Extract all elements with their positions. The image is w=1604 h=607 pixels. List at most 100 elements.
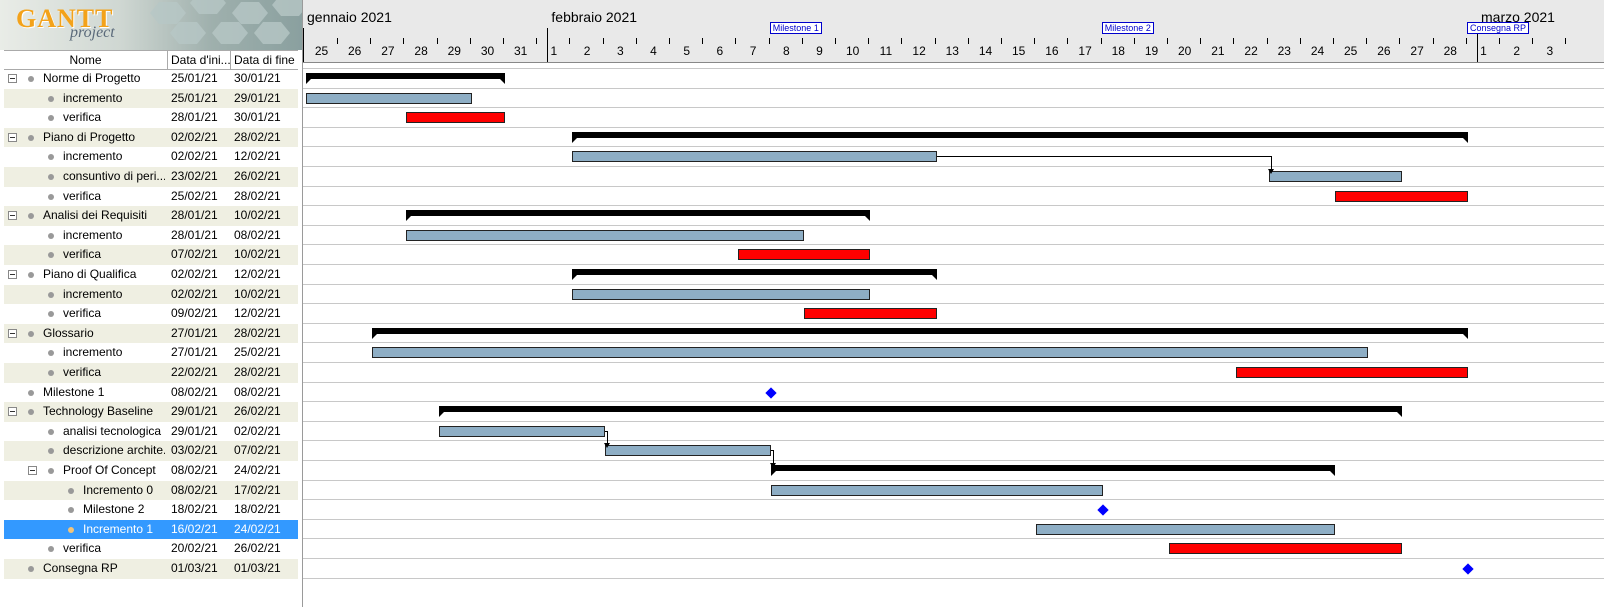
summary-task-bar[interactable] [571, 131, 1469, 143]
task-bar[interactable] [604, 445, 771, 457]
summary-task-bar[interactable] [571, 269, 937, 280]
milestone-header-flag[interactable]: Consegna RP [1467, 22, 1530, 34]
table-row[interactable]: incremento 02/02/21 10/02/21 [4, 284, 298, 305]
task-name[interactable]: Milestone 2 [83, 502, 145, 517]
summary-task-bar[interactable] [405, 210, 871, 222]
task-bar[interactable] [770, 484, 1103, 496]
task-name[interactable]: incremento [63, 90, 123, 105]
task-name[interactable]: verifica [63, 541, 102, 556]
table-row[interactable]: verifica 20/02/21 26/02/21 [4, 539, 298, 559]
task-bar[interactable] [405, 229, 804, 241]
task-name[interactable]: Incremento 1 [83, 521, 154, 536]
row-gridline [303, 362, 1604, 363]
verification-task-bar[interactable] [1235, 367, 1468, 378]
table-row[interactable]: incremento 02/02/21 12/02/21 [4, 147, 298, 167]
task-name[interactable]: Glossario [43, 325, 94, 340]
task-name[interactable]: analisi tecnologica [63, 423, 162, 438]
table-row[interactable]: incremento 28/01/21 08/02/21 [4, 226, 298, 246]
table-row[interactable]: Proof Of Concept 08/02/21 24/02/21 [4, 461, 298, 481]
task-bullet-icon [48, 350, 54, 357]
task-name[interactable]: Piano di Qualifica [43, 267, 137, 281]
verification-task-bar[interactable] [1169, 543, 1402, 555]
task-bullet-icon [48, 370, 54, 376]
collapse-toggle[interactable] [8, 328, 17, 338]
table-row[interactable]: verifica 25/02/21 28/02/21 [4, 187, 298, 207]
task-bar[interactable] [372, 347, 1369, 359]
day-label: 21 [1211, 44, 1225, 58]
task-name[interactable]: Proof Of Concept [63, 463, 156, 477]
task-name[interactable]: incremento [63, 286, 123, 301]
task-name[interactable]: verifica [63, 365, 102, 379]
task-name[interactable]: Incremento 0 [83, 482, 154, 497]
summary-task-bar[interactable] [372, 327, 1468, 339]
column-header-end[interactable]: Data di fine [234, 53, 295, 67]
table-row[interactable]: Piano di Qualifica 02/02/21 12/02/21 [4, 265, 298, 285]
table-row[interactable]: consuntivo di peri... 23/02/21 26/02/21 [4, 167, 298, 187]
column-header-start[interactable]: Data d'ini... [168, 51, 231, 69]
table-row[interactable]: incremento 27/01/21 25/02/21 [4, 343, 298, 363]
milestone-diamond[interactable] [1097, 504, 1109, 516]
task-bar[interactable] [306, 92, 472, 104]
table-row[interactable]: Norme di Progetto 25/01/21 30/01/21 [4, 69, 298, 89]
table-row[interactable]: Milestone 2 18/02/21 18/02/21 [4, 500, 298, 520]
table-row[interactable]: analisi tecnologica 29/01/21 02/02/21 [4, 422, 298, 442]
task-name[interactable]: Piano di Progetto [43, 129, 136, 144]
task-bar[interactable] [1268, 171, 1402, 182]
task-name[interactable]: incremento [63, 149, 123, 164]
gantt-chart-area[interactable]: gennaio 2021 febbraio 2021 marzo 2021 25 26 2… [303, 0, 1604, 607]
day-label: 2 [1513, 44, 1521, 58]
task-name[interactable]: Consegna RP [43, 561, 118, 575]
milestone-diamond[interactable] [765, 386, 777, 399]
table-row[interactable]: verifica 28/01/21 30/01/21 [4, 108, 298, 128]
verification-task-bar[interactable] [1335, 190, 1468, 202]
collapse-toggle[interactable] [8, 132, 17, 142]
table-row[interactable]: verifica 07/02/21 10/02/21 [4, 245, 298, 265]
table-row[interactable]: Incremento 1 16/02/21 24/02/21 [4, 519, 298, 540]
table-row[interactable]: verifica 09/02/21 12/02/21 [4, 304, 298, 324]
task-name[interactable]: verifica [63, 110, 102, 125]
row-gridline [303, 68, 1604, 69]
table-row[interactable]: Milestone 1 08/02/21 08/02/21 [4, 383, 298, 403]
table-row[interactable]: Consegna RP 01/03/21 01/03/21 [4, 559, 298, 579]
column-header-name[interactable]: Nome [4, 51, 168, 69]
milestone-header-flag[interactable]: Milestone 1 [769, 22, 822, 34]
task-name[interactable]: descrizione archite... [63, 443, 165, 458]
task-name[interactable]: verifica [63, 188, 102, 203]
verification-task-bar[interactable] [405, 112, 506, 124]
milestone-header-flag[interactable]: Milestone 2 [1101, 22, 1154, 34]
task-name[interactable]: Milestone 1 [43, 384, 105, 399]
task-name[interactable]: verifica [63, 306, 102, 321]
verification-task-bar[interactable] [804, 308, 937, 320]
row-gridline [303, 382, 1604, 383]
table-row[interactable]: Glossario 27/01/21 28/02/21 [4, 323, 298, 344]
collapse-toggle[interactable] [28, 466, 37, 475]
collapse-toggle[interactable] [8, 407, 17, 417]
task-name[interactable]: incremento [63, 345, 123, 360]
summary-task-bar[interactable] [306, 73, 506, 84]
table-row[interactable]: incremento 25/01/21 29/01/21 [4, 88, 298, 109]
table-row[interactable]: descrizione archite... 03/02/21 07/02/21 [4, 441, 298, 461]
task-bar[interactable] [1036, 523, 1336, 535]
collapse-toggle[interactable] [8, 270, 17, 279]
table-row[interactable]: Piano di Progetto 02/02/21 28/02/21 [4, 127, 298, 148]
table-row[interactable]: Analisi dei Requisiti 28/01/21 10/02/21 [4, 206, 298, 226]
day-label: 23 [1277, 44, 1291, 58]
table-row[interactable]: Incremento 0 08/02/21 17/02/21 [4, 480, 298, 501]
task-name[interactable]: verifica [63, 247, 102, 262]
collapse-toggle[interactable] [8, 211, 17, 221]
verification-task-bar[interactable] [737, 249, 871, 261]
task-name[interactable]: Analisi dei Requisiti [43, 208, 148, 223]
collapse-toggle[interactable] [8, 74, 17, 83]
summary-task-bar[interactable] [770, 465, 1336, 476]
table-row[interactable]: Technology Baseline 29/01/21 26/02/21 [4, 402, 298, 422]
task-bar[interactable] [438, 425, 605, 437]
milestone-diamond[interactable] [1462, 563, 1474, 575]
task-bar[interactable] [571, 288, 871, 300]
task-bar[interactable] [571, 151, 937, 163]
table-row[interactable]: verifica 22/02/21 28/02/21 [4, 363, 298, 383]
task-name[interactable]: consuntivo di peri... [63, 169, 165, 183]
summary-task-bar[interactable] [438, 406, 1402, 418]
task-name[interactable]: Norme di Progetto [43, 71, 141, 85]
task-name[interactable]: Technology Baseline [43, 404, 154, 419]
task-name[interactable]: incremento [63, 227, 123, 242]
